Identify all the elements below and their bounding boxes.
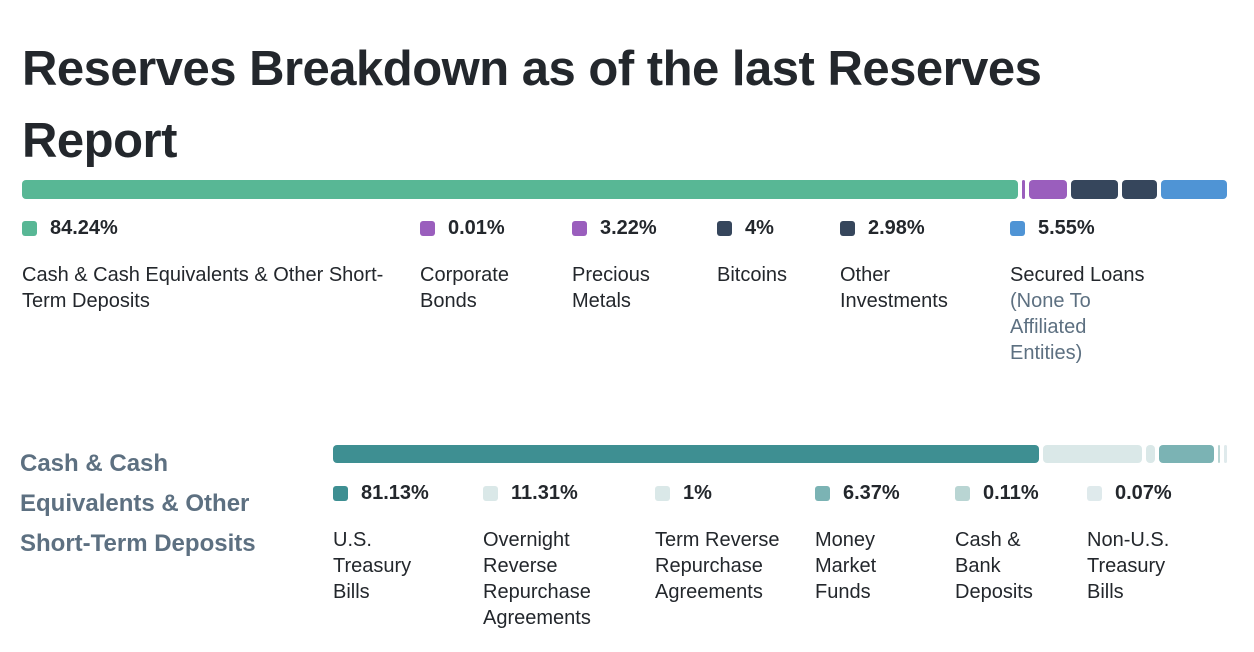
legend-swatch: [655, 486, 670, 501]
legend-item-header: 84.24%: [22, 217, 402, 239]
bar-segment: [22, 180, 1019, 199]
legend-swatch: [717, 221, 732, 236]
legend-label: Cash & Cash Equivalents & Other Short-Te…: [22, 264, 384, 312]
legend-swatch: [1087, 486, 1102, 501]
legend-percent: 4%: [745, 217, 774, 239]
bar-segment: [1145, 445, 1155, 463]
bar-segment: [1043, 445, 1142, 463]
legend-label: Other Investments: [840, 264, 948, 312]
legend-item: 81.13% U.S. Treasury Bills: [333, 482, 443, 605]
legend-swatch: [483, 486, 498, 501]
legend-item: 0.01% Corporate Bonds: [420, 217, 535, 314]
legend-swatch: [572, 221, 587, 236]
legend-swatch: [955, 486, 970, 501]
cash-equivalents-stacked-bar: [333, 445, 1227, 463]
legend-item-header: 11.31%: [483, 482, 623, 504]
legend-item: 0.11% Cash & Bank Deposits: [955, 482, 1055, 605]
legend-percent: 6.37%: [843, 482, 900, 504]
bar-segment: [1070, 180, 1119, 199]
legend-label: Overnight Reverse Repurchase Agreements: [483, 529, 591, 629]
legend-label: Non-U.S. Treasury Bills: [1087, 529, 1170, 603]
legend-label: Term Reverse Repurchase Agreements: [655, 529, 780, 603]
cash-equivalents-section-heading: Cash & Cash Equivalents & Other Short-Te…: [20, 450, 256, 557]
cash-equivalents-legend: 81.13% U.S. Treasury Bills 11.31% Overnight…: [333, 482, 1254, 645]
legend-item-header: 0.07%: [1087, 482, 1205, 504]
bar-segment: [1161, 180, 1227, 199]
legend-label: Corporate Bonds: [420, 264, 509, 312]
legend-item-header: 1%: [655, 482, 795, 504]
legend-percent: 84.24%: [50, 217, 118, 239]
legend-item-header: 4%: [717, 217, 817, 239]
legend-item: 4% Bitcoins: [717, 217, 817, 288]
legend-item-header: 3.22%: [572, 217, 677, 239]
page-title: Reserves Breakdown as of the last Reserv…: [22, 41, 1042, 168]
legend-percent: 3.22%: [600, 217, 657, 239]
legend-item-header: 0.01%: [420, 217, 535, 239]
legend-item: 5.55% Secured Loans (None To Affiliated En…: [1010, 217, 1188, 366]
legend-percent: 2.98%: [868, 217, 925, 239]
total-reserves-legend: 84.24% Cash & Cash Equivalents & Other Sh…: [22, 217, 1254, 370]
legend-percent: 0.11%: [983, 482, 1039, 504]
legend-label: Money Market Funds: [815, 529, 877, 603]
legend-label: Secured Loans: [1010, 264, 1145, 286]
legend-percent: 0.01%: [448, 217, 505, 239]
bar-segment: [1224, 445, 1227, 463]
total-reserves-stacked-bar: [22, 180, 1227, 199]
legend-swatch: [815, 486, 830, 501]
legend-label: U.S. Treasury Bills: [333, 529, 412, 603]
bar-segment: [333, 445, 1040, 463]
legend-swatch: [420, 221, 435, 236]
legend-item: 3.22% Precious Metals: [572, 217, 677, 314]
bar-segment: [1022, 180, 1025, 199]
bar-segment: [1217, 445, 1221, 463]
legend-percent: 0.07%: [1115, 482, 1172, 504]
legend-swatch: [22, 221, 37, 236]
legend-item-header: 6.37%: [815, 482, 915, 504]
legend-swatch: [1010, 221, 1025, 236]
legend-note: (None To Affiliated Entities): [1010, 290, 1091, 364]
bar-segment: [1122, 180, 1158, 199]
legend-swatch: [333, 486, 348, 501]
legend-item-header: 0.11%: [955, 482, 1055, 504]
bar-segment: [1028, 180, 1067, 199]
legend-item: 6.37% Money Market Funds: [815, 482, 915, 605]
legend-label: Bitcoins: [717, 264, 788, 286]
legend-item-header: 5.55%: [1010, 217, 1188, 239]
legend-item: 11.31% Overnight Reverse Repurchase Agree…: [483, 482, 623, 631]
legend-item-header: 81.13%: [333, 482, 443, 504]
legend-swatch: [840, 221, 855, 236]
legend-percent: 11.31%: [511, 482, 578, 504]
legend-percent: 81.13%: [361, 482, 429, 504]
legend-item: 84.24% Cash & Cash Equivalents & Other Sh…: [22, 217, 402, 314]
legend-label: Precious Metals: [572, 264, 650, 312]
legend-percent: 5.55%: [1038, 217, 1095, 239]
legend-item: 2.98% Other Investments: [840, 217, 975, 314]
legend-label: Cash & Bank Deposits: [955, 529, 1033, 603]
legend-item-header: 2.98%: [840, 217, 975, 239]
legend-item: 0.07% Non-U.S. Treasury Bills: [1087, 482, 1205, 605]
bar-segment: [1158, 445, 1214, 463]
legend-item: 1% Term Reverse Repurchase Agreements: [655, 482, 795, 605]
legend-percent: 1%: [683, 482, 712, 504]
